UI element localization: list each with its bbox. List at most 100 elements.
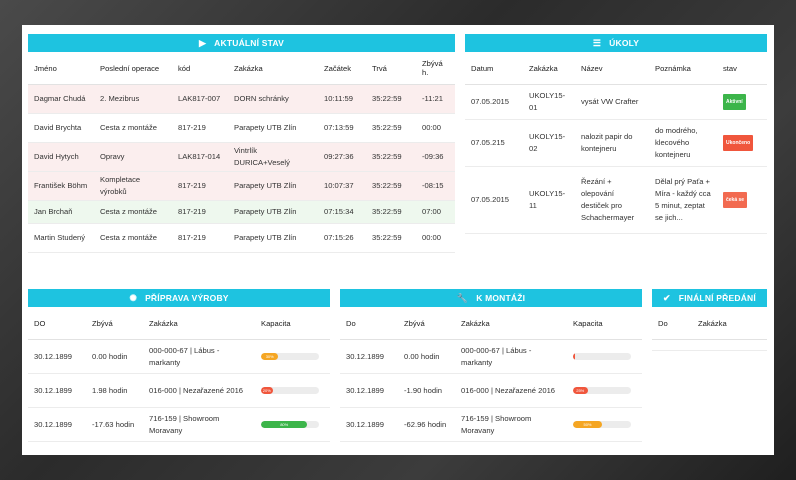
capacity-bar: 20% (261, 387, 319, 394)
table-header-row: Jméno Poslední operace kód Zakázka Začátek Tr… (28, 52, 455, 85)
table-row[interactable]: 30.12.1899 1.98 hodin 016-000 | Nezařazené… (28, 373, 330, 408)
table-cell: 35:22:59 (366, 113, 416, 143)
capacity-fill: 30% (261, 353, 279, 360)
column-header: Kapacita (567, 307, 642, 340)
table-cell: 07.05.2015 (465, 166, 523, 234)
table-cell: Kompletace výrobků (94, 171, 172, 201)
table-cell: 00:00 (416, 113, 455, 143)
table-row[interactable]: Jan Brchaň Cesta z montáže 817-219 Parapety… (28, 200, 455, 224)
table-cell: 2. Mezibrus (94, 84, 172, 114)
table-cell: 0.00 hodin (86, 339, 143, 374)
panel-ukoly-title: ÚKOLY (609, 38, 640, 48)
table-cell: 000-000-67 | Lábus - markanty (455, 339, 567, 374)
table-row[interactable]: František Böhm Kompletace výrobků 817-219 P… (28, 171, 455, 201)
list-icon: ☰ (592, 37, 602, 48)
table-cell: Cesta z montáže (94, 113, 172, 143)
table-cell: Dagmar Chudá (28, 84, 94, 114)
table-cell: 016-000 | Nezařazené 2016 (455, 373, 567, 408)
status-badge: Aktivní (723, 94, 746, 110)
table-row[interactable]: 30.12.1899 -17.63 hodin 716-159 | Showroom… (28, 407, 330, 442)
table-cell: Martin Studený (28, 223, 94, 253)
table-cell: Ukončeno (717, 119, 767, 167)
table-cell: 80% (255, 407, 330, 442)
table-cell: -09:36 (416, 142, 455, 172)
panel-priprava-header: ✺ PŘÍPRAVA VÝROBY (28, 289, 330, 307)
table-cell: Parapety UTB Zlín (228, 113, 318, 143)
table-cell: 07:13:59 (318, 113, 366, 143)
table-cell: 07:15:34 (318, 200, 366, 224)
table-cell: František Böhm (28, 171, 94, 201)
table-row[interactable]: 30.12.1899 0.00 hodin 000-000-67 | Lábus -… (340, 339, 642, 374)
table-cell: Aktivní (717, 84, 767, 120)
table-cell: DORN schránky (228, 84, 318, 114)
table-cell (649, 84, 717, 120)
table-cell: 30% (255, 339, 330, 374)
table-cell: 000-000-67 | Lábus - markanty (143, 339, 255, 374)
play-icon: ▶ (199, 37, 207, 48)
table-cell: 07:00 (416, 200, 455, 224)
column-header: Do (652, 307, 692, 340)
panel-aktualni-stav: ▶ AKTUÁLNÍ STAV Jméno Poslední operace kód… (28, 34, 455, 253)
table-row[interactable]: 07.05.2015 UKOLY15-01 vysát VW Crafter Akti… (465, 84, 767, 120)
column-header: Zakázka (455, 307, 567, 340)
wrench-icon: 🔧 (456, 292, 469, 303)
table-cell: 10:07:37 (318, 171, 366, 201)
table-row[interactable]: 07.05.2015 UKOLY15-11 Řezání + olepování d… (465, 166, 767, 234)
table-cell: -62.96 hodin (398, 407, 455, 442)
column-header: Zakázka (523, 52, 575, 85)
table-cell: 09:27:36 (318, 142, 366, 172)
spinner-icon: ✺ (129, 292, 138, 303)
table-cell: -08:15 (416, 171, 455, 201)
table-cell: 016-000 | Nezařazené 2016 (143, 373, 255, 408)
table-cell: Parapety UTB Zlín (228, 200, 318, 224)
table-row[interactable]: 30.12.1899 0.00 hodin 000-000-67 | Lábus -… (28, 339, 330, 374)
table-cell: UKOLY15-01 (523, 84, 575, 120)
table-cell: 30.12.1899 (28, 407, 86, 442)
panel-priprava-title: PŘÍPRAVA VÝROBY (145, 293, 229, 303)
table-cell: Parapety UTB Zlín (228, 171, 318, 201)
table-cell: 20% (255, 373, 330, 408)
capacity-fill: 80% (261, 421, 308, 428)
table-row (652, 339, 767, 351)
capacity-bar (573, 353, 631, 360)
status-badge: Ukončeno (723, 135, 754, 151)
column-header: kód (172, 52, 228, 85)
table-row[interactable]: 07.05.215 UKOLY15-02 nalozit papir do kont… (465, 119, 767, 167)
table-cell: Cesta z montáže (94, 200, 172, 224)
column-header: Zbývá h. (416, 52, 455, 85)
panel-predani-title: FINÁLNÍ PŘEDÁNÍ (678, 293, 756, 303)
table-cell: Řezání + olepování destiček pro Schacher… (575, 166, 649, 234)
table-row[interactable]: 30.12.1899 -1.90 hodin 016-000 | Nezařazen… (340, 373, 642, 408)
capacity-fill: 50% (573, 421, 602, 428)
column-header: Jméno (28, 52, 94, 85)
panel-k-montazi: 🔧 K MONTÁŽI Do Zbývá Zakázka Kapacita 30.12… (340, 289, 642, 442)
table-cell: čeká se (717, 166, 767, 234)
table-cell: David Brychta (28, 113, 94, 143)
panel-montaz-title: K MONTÁŽI (476, 293, 526, 303)
column-header: Do (340, 307, 398, 340)
table-cell: 35:22:59 (366, 142, 416, 172)
table-cell: LAK817-007 (172, 84, 228, 114)
table-cell: 817-219 (172, 200, 228, 224)
table-cell: -11:21 (416, 84, 455, 114)
table-row[interactable]: Dagmar Chudá 2. Mezibrus LAK817-007 DORN sc… (28, 84, 455, 114)
table-cell: 00:00 (416, 223, 455, 253)
column-header: Datum (465, 52, 523, 85)
table-row[interactable]: David Brychta Cesta z montáže 817-219 Parap… (28, 113, 455, 143)
table-cell: LAK817-014 (172, 142, 228, 172)
table-cell: 50% (567, 407, 642, 442)
column-header: Zbývá (86, 307, 143, 340)
capacity-bar: 30% (261, 353, 319, 360)
table-cell: Vintrlík DURICA+Veselý (228, 142, 318, 172)
table-row[interactable]: 30.12.1899 -62.96 hodin 716-159 | Showroom… (340, 407, 642, 442)
table-row[interactable]: David Hytych Opravy LAK817-014 Vintrlík DUR… (28, 142, 455, 172)
table-row[interactable]: Martin Studený Cesta z montáže 817-219 Para… (28, 223, 455, 253)
panel-aktualni-header: ▶ AKTUÁLNÍ STAV (28, 34, 455, 52)
table-cell: nalozit papir do kontejneru (575, 119, 649, 167)
column-header: Zakázka (143, 307, 255, 340)
table-cell: 30.12.1899 (340, 373, 398, 408)
capacity-bar: 25% (573, 387, 631, 394)
column-header: Poznámka (649, 52, 717, 85)
column-header: Název (575, 52, 649, 85)
column-header: Trvá (366, 52, 416, 85)
